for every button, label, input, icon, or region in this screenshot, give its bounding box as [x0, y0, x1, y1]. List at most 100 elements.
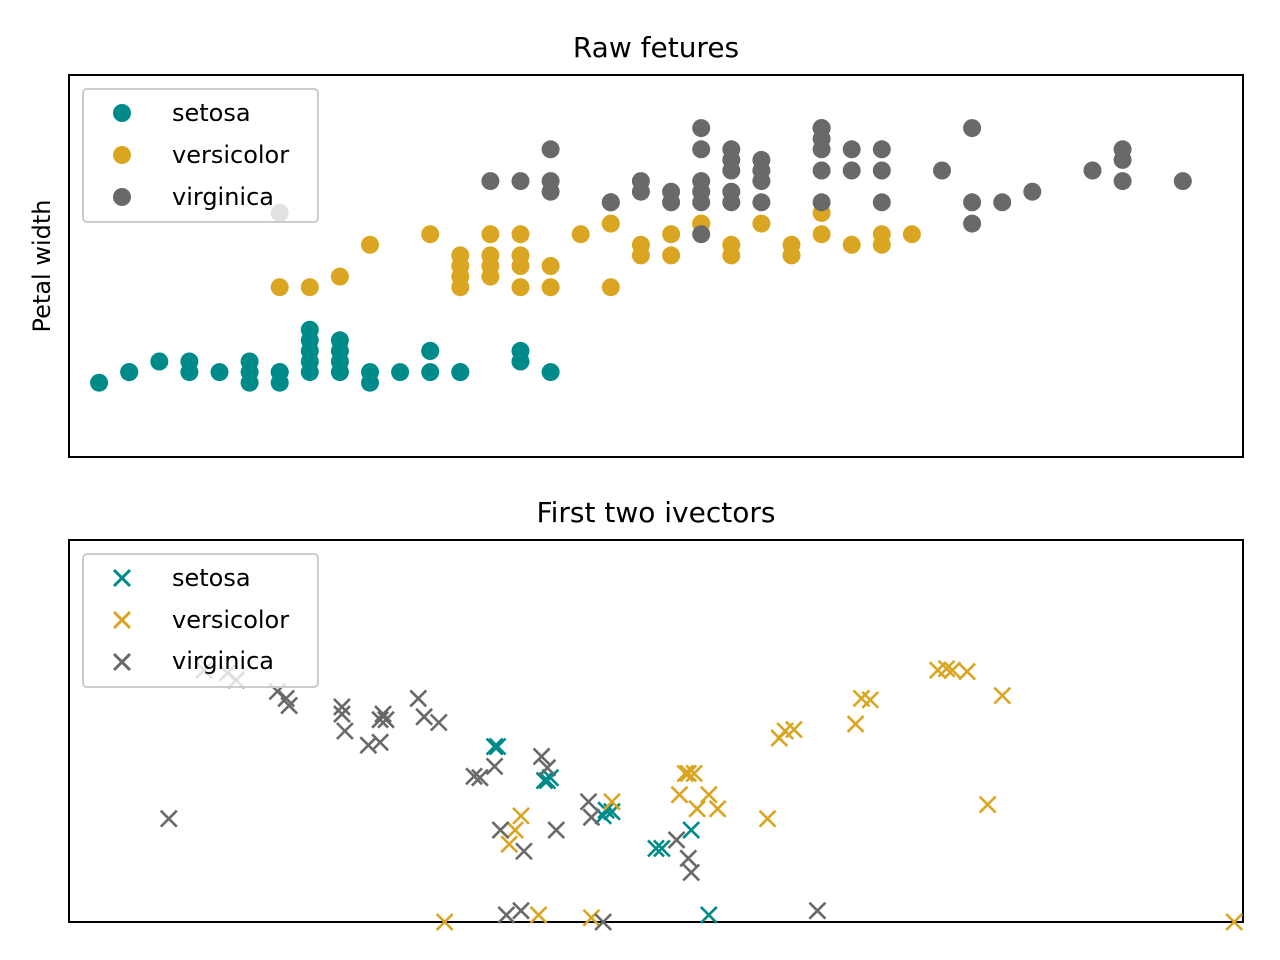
point-virginica [485, 757, 504, 776]
point-virginica [682, 863, 701, 882]
point-virginica [159, 809, 178, 828]
point-virginica [374, 705, 392, 723]
legend-label-setosa-bottom: setosa [172, 564, 251, 592]
point-virginica [511, 172, 530, 191]
point-virginica [541, 182, 560, 201]
point-versicolor [529, 906, 548, 924]
point-versicolor [511, 278, 530, 297]
point-virginica [722, 182, 741, 201]
legend-box-top [82, 88, 319, 223]
point-virginica [662, 193, 681, 212]
point-versicolor [846, 715, 865, 733]
plot-area-top [90, 119, 1192, 392]
point-setosa [421, 363, 440, 382]
point-virginica [470, 768, 489, 787]
point-virginica [491, 821, 510, 839]
point-virginica [993, 193, 1012, 212]
point-versicolor [506, 821, 525, 839]
point-versicolor [958, 662, 977, 681]
point-setosa [699, 906, 718, 924]
point-virginica [579, 792, 598, 811]
point-versicolor [978, 795, 997, 814]
point-versicolor [601, 278, 620, 297]
point-versicolor [481, 246, 500, 265]
legend-marker-virginica-top [113, 188, 131, 206]
point-virginica [933, 161, 951, 180]
legend-label-versicolor-top: versicolor [172, 141, 289, 169]
point-versicolor [451, 246, 470, 265]
point-virginica [280, 696, 299, 715]
point-virginica [679, 849, 698, 868]
point-virginica [512, 901, 530, 920]
point-virginica [808, 901, 827, 920]
point-versicolor [270, 278, 289, 297]
point-versicolor [812, 225, 831, 244]
point-virginica [497, 906, 516, 924]
point-versicolor [782, 246, 801, 265]
point-virginica [409, 689, 428, 708]
point-virginica [752, 150, 771, 169]
point-versicolor [902, 225, 921, 244]
point-versicolor [758, 809, 777, 828]
point-virginica [333, 705, 351, 723]
point-virginica [538, 758, 557, 777]
point-versicolor [676, 764, 695, 783]
point-versicolor [511, 246, 530, 265]
point-versicolor [699, 785, 718, 804]
point-versicolor [872, 235, 891, 254]
point-virginica [541, 140, 560, 159]
legend-marker-versicolor-top [113, 146, 131, 164]
point-virginica [692, 140, 711, 159]
point-virginica [692, 225, 711, 244]
point-versicolor [708, 799, 727, 818]
point-virginica [631, 172, 650, 191]
point-versicolor [785, 720, 803, 739]
point-virginica [667, 831, 686, 849]
point-virginica [872, 193, 891, 212]
point-virginica [1083, 161, 1102, 180]
point-setosa [391, 363, 410, 382]
point-virginica [1113, 140, 1132, 159]
legend-marker-virginica-bottom [112, 652, 132, 672]
point-virginica [582, 808, 601, 827]
point-virginica [532, 747, 551, 766]
point-virginica [1023, 182, 1042, 201]
point-setosa [647, 839, 665, 858]
point-versicolor [481, 225, 500, 244]
point-versicolor [601, 214, 620, 233]
legend-label-setosa-top: setosa [172, 99, 251, 127]
point-virginica [812, 193, 831, 212]
point-virginica [594, 913, 613, 931]
point-setosa [361, 363, 379, 382]
point-virginica [1113, 172, 1132, 191]
point-virginica [333, 698, 351, 716]
subplot-ivectors: First two ivectors setosa versicolor vir… [68, 496, 1244, 931]
point-virginica [371, 710, 390, 729]
point-setosa [652, 839, 671, 858]
point-versicolor [842, 235, 861, 254]
point-versicolor [571, 225, 590, 244]
point-virginica [872, 161, 891, 180]
point-setosa [330, 331, 349, 350]
point-virginica [963, 193, 982, 212]
point-versicolor [361, 235, 379, 254]
legend-bottom: setosa versicolor virginica [82, 553, 319, 688]
point-versicolor [330, 267, 349, 286]
chart-title-bottom: First two ivectors [537, 496, 776, 529]
point-virginica [963, 214, 982, 233]
point-versicolor [511, 225, 530, 244]
legend-label-virginica-bottom: virginica [172, 647, 274, 675]
legend-top: setosa versicolor virginica [82, 88, 319, 223]
point-versicolor [582, 908, 601, 927]
point-virginica [692, 119, 711, 138]
point-setosa [90, 373, 109, 392]
point-virginica [377, 710, 395, 729]
point-virginica [842, 140, 861, 159]
point-virginica [752, 172, 771, 191]
point-virginica [692, 172, 711, 191]
point-versicolor [670, 785, 689, 804]
point-setosa [541, 363, 560, 382]
point-virginica [752, 193, 771, 212]
point-versicolor [1225, 913, 1244, 931]
legend-label-versicolor-bottom: versicolor [172, 606, 289, 634]
